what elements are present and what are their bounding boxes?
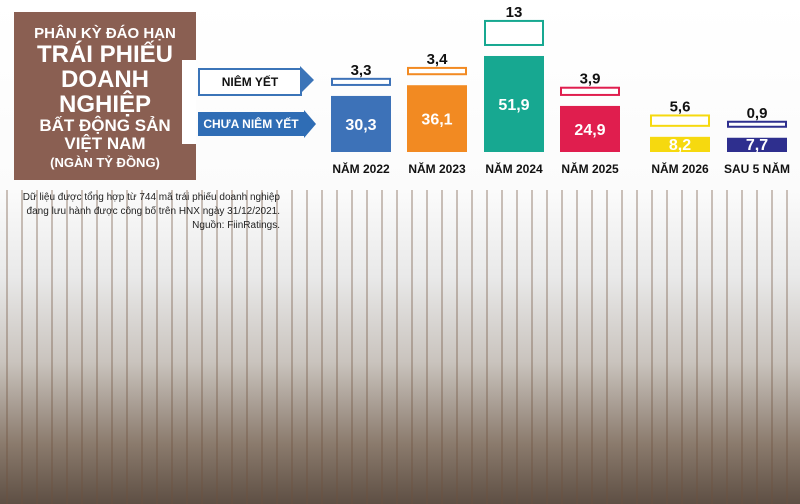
data-label-listed: 3,3 [351, 62, 372, 79]
title-line: VIỆT NAM [64, 134, 146, 154]
legend-unlisted: CHƯA NIÊM YẾT [198, 112, 304, 136]
bar-listed [407, 66, 467, 76]
data-label-unlisted: 30,3 [345, 117, 376, 134]
title-line: DOANH NGHIỆP [58, 65, 151, 119]
category-label: NĂM 2024 [485, 161, 543, 176]
arrow-icon [304, 110, 316, 138]
bar-unlisted [560, 105, 620, 152]
note-line: đang lưu hành được công bố trên HNX ngày… [26, 206, 280, 217]
source-label: Nguồn: FiinRatings. [192, 220, 280, 231]
legend-listed-label: NIÊM YẾT [221, 75, 279, 89]
bar-listed [727, 120, 787, 128]
bar-unlisted [484, 55, 544, 152]
title-line: BẤT ĐỘNG SẢN [39, 116, 171, 136]
bar-listed [331, 77, 391, 86]
arrow-icon [300, 66, 314, 94]
source-note: Dữ liệu được tổng hợp từ 744 mã trái phi… [20, 191, 280, 233]
category-label: NĂM 2022 [332, 161, 390, 176]
legend-unlisted-label: CHƯA NIÊM YẾT [203, 117, 299, 131]
data-label-unlisted: 7,7 [746, 137, 768, 154]
data-label-listed: 0,9 [747, 105, 768, 122]
data-label-listed: 3,4 [427, 51, 449, 68]
bar-unlisted [331, 95, 391, 152]
bar-listed [484, 19, 544, 46]
data-label-unlisted: 36,1 [421, 112, 452, 129]
unit-label: (NGÀN TỶ ĐỒNG) [50, 155, 160, 170]
data-label-listed: 3,9 [580, 71, 601, 88]
bar-unlisted [727, 137, 787, 152]
note-line: Dữ liệu được tổng hợp từ 744 mã trái phi… [22, 192, 280, 203]
bar-unlisted [407, 85, 467, 152]
bar-unlisted [650, 136, 710, 152]
construction-photo-background [0, 190, 800, 504]
data-label-unlisted: 51,9 [498, 97, 529, 114]
data-label-unlisted: 8,2 [669, 137, 691, 154]
category-label: NĂM 2026 [651, 161, 709, 176]
title-line: PHÂN KỲ ĐÁO HẠN [34, 25, 176, 42]
title-line: TRÁI PHIẾU [36, 40, 173, 68]
category-label: SAU 5 NĂM [724, 161, 790, 176]
bar-listed [560, 86, 620, 96]
data-label-listed: 13 [506, 4, 523, 21]
category-label: NĂM 2023 [408, 161, 466, 176]
data-label-unlisted: 24,9 [574, 122, 605, 139]
title-box: PHÂN KỲ ĐÁO HẠN TRÁI PHIẾU DOANH NGHIỆP … [14, 12, 196, 180]
bar-listed [650, 114, 710, 127]
category-label: NĂM 2025 [561, 161, 619, 176]
legend-listed: NIÊM YẾT [198, 68, 302, 96]
title-notch [182, 60, 196, 144]
data-label-listed: 5,6 [670, 98, 691, 115]
